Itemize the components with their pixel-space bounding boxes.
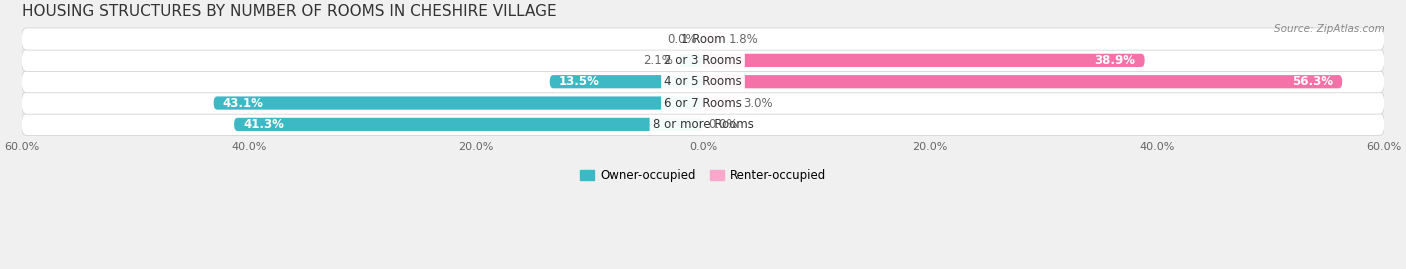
- FancyBboxPatch shape: [214, 96, 703, 110]
- FancyBboxPatch shape: [21, 70, 1385, 93]
- FancyBboxPatch shape: [21, 113, 1385, 136]
- FancyBboxPatch shape: [21, 114, 1385, 135]
- Text: 6 or 7 Rooms: 6 or 7 Rooms: [664, 97, 742, 109]
- FancyBboxPatch shape: [550, 75, 703, 88]
- Text: 2 or 3 Rooms: 2 or 3 Rooms: [664, 54, 742, 67]
- FancyBboxPatch shape: [21, 49, 1385, 72]
- Text: HOUSING STRUCTURES BY NUMBER OF ROOMS IN CHESHIRE VILLAGE: HOUSING STRUCTURES BY NUMBER OF ROOMS IN…: [21, 4, 557, 19]
- Legend: Owner-occupied, Renter-occupied: Owner-occupied, Renter-occupied: [575, 164, 831, 187]
- FancyBboxPatch shape: [21, 28, 1385, 50]
- FancyBboxPatch shape: [703, 75, 1343, 88]
- FancyBboxPatch shape: [21, 92, 1385, 114]
- Text: 1 Room: 1 Room: [681, 33, 725, 45]
- FancyBboxPatch shape: [21, 50, 1385, 71]
- Text: 4 or 5 Rooms: 4 or 5 Rooms: [664, 75, 742, 88]
- FancyBboxPatch shape: [703, 54, 1144, 67]
- Text: 3.0%: 3.0%: [742, 97, 772, 109]
- Text: Source: ZipAtlas.com: Source: ZipAtlas.com: [1274, 24, 1385, 34]
- Text: 2.1%: 2.1%: [644, 54, 673, 67]
- FancyBboxPatch shape: [21, 28, 1385, 50]
- Text: 1.8%: 1.8%: [730, 33, 759, 45]
- Text: 41.3%: 41.3%: [243, 118, 284, 131]
- Text: 0.0%: 0.0%: [709, 118, 738, 131]
- FancyBboxPatch shape: [235, 118, 703, 131]
- FancyBboxPatch shape: [21, 92, 1385, 114]
- FancyBboxPatch shape: [21, 71, 1385, 92]
- FancyBboxPatch shape: [679, 54, 703, 67]
- Text: 13.5%: 13.5%: [558, 75, 600, 88]
- Text: 8 or more Rooms: 8 or more Rooms: [652, 118, 754, 131]
- FancyBboxPatch shape: [703, 96, 737, 110]
- Text: 38.9%: 38.9%: [1094, 54, 1136, 67]
- FancyBboxPatch shape: [703, 32, 724, 46]
- Text: 43.1%: 43.1%: [222, 97, 263, 109]
- Text: 0.0%: 0.0%: [668, 33, 697, 45]
- Text: 56.3%: 56.3%: [1292, 75, 1333, 88]
